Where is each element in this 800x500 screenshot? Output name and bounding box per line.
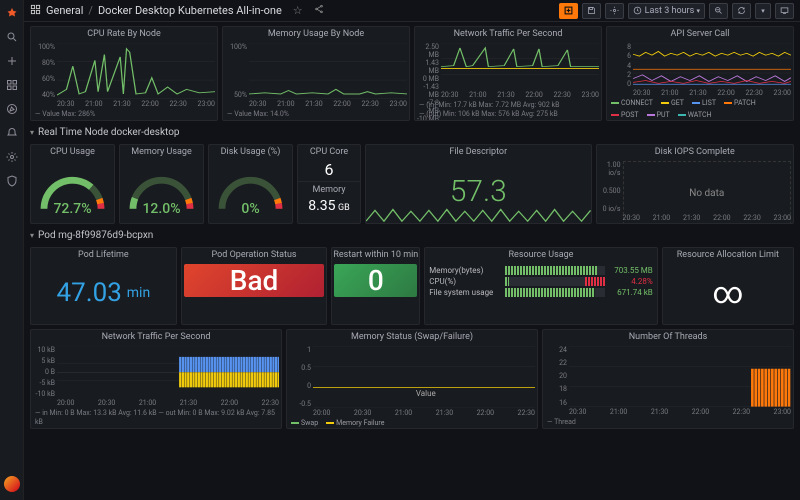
memory-value: 8.35 [308, 198, 335, 214]
panel-title: Disk IOPS Complete [597, 145, 793, 159]
explore-icon[interactable] [5, 102, 19, 116]
grafana-logo-icon[interactable] [5, 6, 19, 20]
iops-panel: 1.00 io/s0.5000 io/s No data 20:3021:002… [597, 159, 793, 223]
home-icon[interactable] [30, 4, 41, 18]
gauge-panel: Disk Usage (%) 0% [208, 144, 293, 224]
panel-title: CPU Core [298, 145, 360, 159]
pod-lifetime-panel: 47.03 min [31, 262, 176, 324]
gear-icon[interactable] [5, 150, 19, 164]
refresh-button[interactable] [732, 3, 751, 19]
timeseries-panel: Number Of Threads242220181620:3021:0021:… [542, 329, 794, 429]
fd-panel: 57.3 [366, 159, 591, 223]
alloc-limit-panel: ∞ [663, 262, 793, 324]
panel-title: CPU Rate By Node [31, 27, 217, 41]
panel-title: Disk Usage (%) [209, 145, 292, 159]
dashboards-icon[interactable] [5, 78, 19, 92]
gauge-panel: CPU Usage 72.7% [30, 144, 115, 224]
breadcrumb-title[interactable]: Docker Desktop Kubernetes All-in-one [98, 4, 282, 17]
panel-title: Memory Usage By Node [223, 27, 409, 41]
settings-button[interactable] [605, 3, 624, 19]
search-icon[interactable] [5, 30, 19, 44]
timeseries-panel: Network Traffic Per Second2.50 MB1.43 MB… [414, 26, 602, 121]
gauge-panel: Memory Usage 12.0% [119, 144, 204, 224]
pod-opstatus-panel: Bad [182, 262, 327, 324]
nav-rail [0, 0, 24, 500]
cpu-core-value: 6 [298, 159, 360, 180]
tv-mode-button[interactable] [775, 3, 794, 19]
timeseries-panel: Memory Status (Swap/Failure)10.50-0.5Val… [286, 329, 538, 429]
timeseries-panel: CPU Rate By Node100%80%60%40%20:3021:002… [30, 26, 218, 121]
pod-restart-panel: 0 [332, 262, 419, 324]
plus-icon[interactable] [5, 54, 19, 68]
row-header-pod[interactable]: Pod mg-8f99876d9-bcpxn [30, 228, 794, 243]
star-icon[interactable]: ☆ [293, 4, 303, 17]
alert-icon[interactable] [5, 126, 19, 140]
resource-usage-panel: Memory(bytes)703.55 MBCPU(%)4.28%File sy… [425, 262, 657, 324]
gauge-value: 72.7% [53, 201, 91, 217]
breadcrumb: General / Docker Desktop Kubernetes All-… [30, 4, 324, 18]
row-header-realtime[interactable]: Real Time Node docker-desktop [30, 125, 794, 140]
timeseries-panel: Network Traffic Per Second10 kB5 kB0 B-5… [30, 329, 282, 429]
panel-title: Number Of Threads [543, 330, 793, 344]
timeseries-panel: API Server Call8642020:3021:0021:3022:00… [606, 26, 794, 121]
panel-title: Network Traffic Per Second [31, 330, 281, 344]
gauge-value: 0% [241, 201, 259, 217]
panel-title: Memory Usage [120, 145, 203, 159]
user-avatar[interactable] [4, 476, 20, 492]
panel-title: CPU Usage [31, 145, 114, 159]
topbar: General / Docker Desktop Kubernetes All-… [24, 0, 800, 22]
breadcrumb-folder[interactable]: General [46, 4, 83, 17]
zoom-out-button[interactable] [709, 3, 728, 19]
add-panel-button[interactable] [559, 3, 578, 19]
time-range-picker[interactable]: Last 3 hours ▾ [628, 3, 705, 19]
share-icon[interactable] [314, 4, 324, 17]
gauge-value: 12.0% [142, 201, 180, 217]
refresh-interval-button[interactable]: ▾ [755, 3, 771, 19]
panel-title: Network Traffic Per Second [415, 27, 601, 41]
timeseries-panel: Memory Usage By Node100%50%20:3021:0021:… [222, 26, 410, 121]
panel-title: File Descriptor [366, 145, 591, 159]
save-button[interactable] [582, 3, 601, 19]
panel-title: Memory Status (Swap/Failure) [287, 330, 537, 344]
panel-title: API Server Call [607, 27, 793, 41]
shield-icon[interactable] [5, 174, 19, 188]
